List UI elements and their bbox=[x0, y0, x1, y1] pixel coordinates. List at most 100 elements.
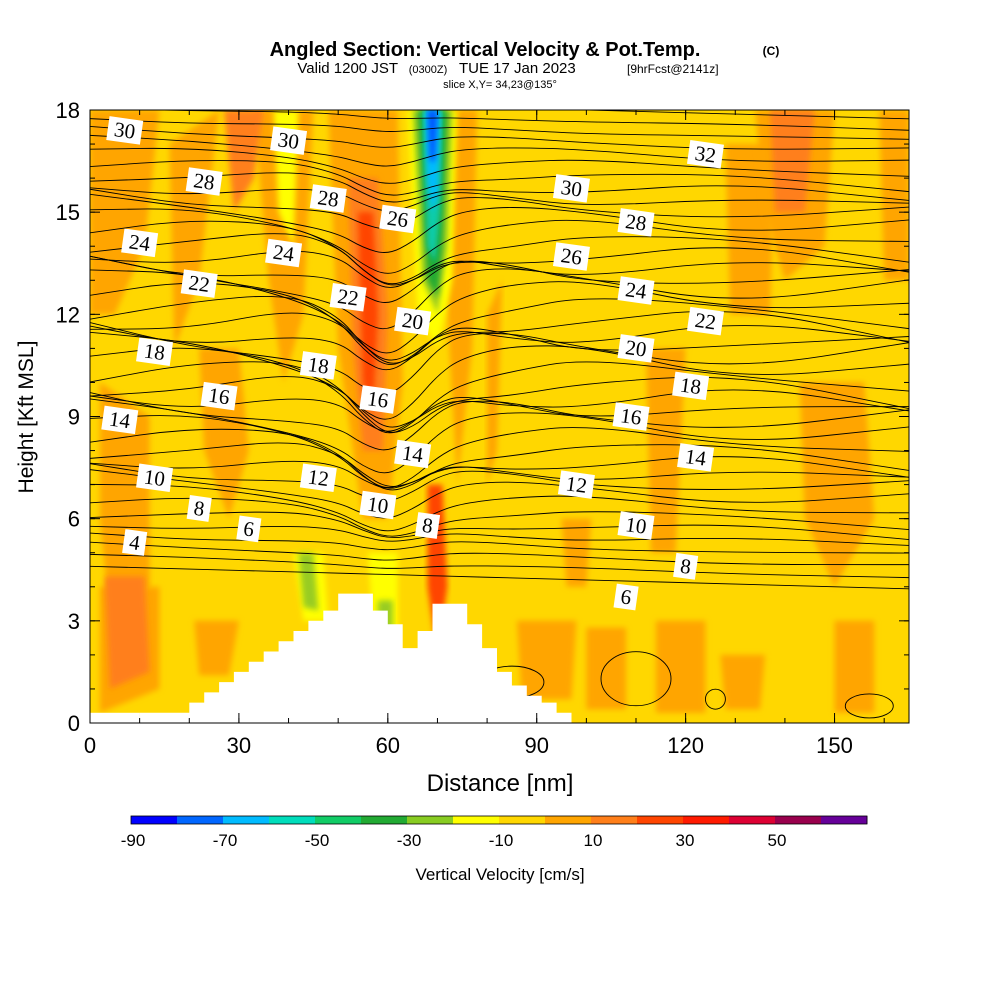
theta-contour bbox=[90, 532, 909, 554]
y-tick-label: 12 bbox=[56, 302, 80, 327]
chart-title: Angled Section: Vertical Velocity & Pot.… bbox=[270, 39, 701, 61]
contour-label-box bbox=[359, 385, 397, 414]
contour-label-box bbox=[265, 238, 303, 268]
theta-contour bbox=[704, 688, 726, 710]
colorbar-swatch bbox=[729, 816, 776, 824]
contour-label-box bbox=[677, 443, 715, 472]
colorbar-tick-label: 50 bbox=[768, 831, 787, 850]
contour-label-box bbox=[122, 529, 148, 556]
theta-contour bbox=[90, 428, 909, 491]
colorbar-tick-label: 30 bbox=[676, 831, 695, 850]
colorbar-swatch bbox=[591, 816, 638, 824]
theta-contour bbox=[90, 125, 909, 150]
colorbar-tick-label: 10 bbox=[584, 831, 603, 850]
velocity-region bbox=[879, 110, 909, 281]
colorbar-swatch bbox=[637, 816, 684, 824]
contour-label-box bbox=[617, 208, 655, 237]
contour-label-box bbox=[394, 306, 432, 336]
contour-label: 26 bbox=[559, 243, 583, 270]
theta-contour bbox=[90, 325, 909, 371]
theta-contour bbox=[90, 469, 909, 519]
theta-contour bbox=[90, 172, 909, 203]
copyright-mark: (C) bbox=[763, 44, 780, 58]
x-tick-label: 150 bbox=[816, 733, 853, 758]
contour-label-box bbox=[617, 511, 655, 540]
theta-contour bbox=[90, 376, 909, 428]
contour-label: 14 bbox=[683, 444, 708, 471]
contour-label-box bbox=[180, 269, 218, 298]
theta-contour bbox=[90, 511, 909, 540]
colorbar-swatch bbox=[269, 816, 316, 824]
contour-label: 6 bbox=[619, 584, 633, 609]
y-tick-label: 18 bbox=[56, 98, 80, 123]
contour-label-box bbox=[136, 337, 174, 367]
velocity-colorbar: -90 -70 -50 -30 -10 10 30 50 bbox=[121, 815, 868, 850]
colorbar-tick-label: -50 bbox=[305, 831, 330, 850]
theta-contour bbox=[90, 193, 909, 253]
valid-prefix: Valid 1200 JST bbox=[297, 60, 398, 77]
contour-label: 28 bbox=[192, 168, 216, 195]
contour-label: 18 bbox=[306, 352, 330, 379]
theta-contour bbox=[90, 442, 909, 487]
contour-label-box bbox=[557, 470, 595, 499]
contour-label: 10 bbox=[366, 492, 390, 519]
contour-label: 28 bbox=[624, 209, 648, 236]
valid-utc: (0300Z) bbox=[409, 64, 448, 76]
contour-labels: 30 30 32 28 28 30 26 28 24 24 26 22 22 24 20 22 18 20 18 18… bbox=[101, 116, 724, 611]
contour-label-box bbox=[136, 463, 174, 493]
contour-label-box bbox=[617, 276, 655, 305]
colorbar-swatch bbox=[499, 816, 546, 824]
theta-contour bbox=[90, 255, 909, 303]
colorbar-tick-label: -30 bbox=[397, 831, 422, 850]
contour-label: 8 bbox=[679, 554, 693, 579]
contour-label: 12 bbox=[564, 471, 588, 498]
contour-label: 4 bbox=[128, 530, 142, 555]
theta-contour bbox=[90, 118, 909, 140]
colorbar-swatch bbox=[545, 816, 592, 824]
colorbar-swatch bbox=[177, 816, 224, 824]
contour-label: 22 bbox=[693, 308, 717, 335]
chart-title-block: Angled Section: Vertical Velocity & Pot.… bbox=[270, 39, 780, 91]
colorbar-swatch bbox=[131, 816, 178, 824]
slice-info: slice X,Y= 34,23@135° bbox=[443, 79, 557, 91]
colorbar-swatch bbox=[361, 816, 408, 824]
velocity-region bbox=[645, 348, 686, 553]
theta-contour bbox=[90, 347, 909, 434]
theta-contour bbox=[90, 233, 909, 286]
contour-label: 30 bbox=[113, 117, 137, 144]
theta-contour bbox=[90, 187, 909, 212]
contour-label-box bbox=[673, 552, 699, 580]
contour-label: 30 bbox=[559, 175, 583, 202]
contour-label-box bbox=[200, 381, 238, 411]
y-tick-label: 0 bbox=[68, 711, 80, 736]
terrain bbox=[90, 593, 909, 723]
contour-label-box bbox=[379, 204, 417, 234]
theta-contour bbox=[600, 651, 672, 707]
theta-contour bbox=[90, 395, 909, 432]
contour-label-box bbox=[186, 495, 212, 522]
contour-label-box bbox=[299, 463, 337, 493]
colorbar-swatch bbox=[223, 816, 270, 824]
velocity-region bbox=[99, 382, 150, 621]
contour-label: 12 bbox=[306, 464, 330, 491]
colorbar-label: Vertical Velocity [cm/s] bbox=[415, 865, 584, 884]
colorbar-tick-label: -70 bbox=[213, 831, 238, 850]
contour-label-box bbox=[686, 140, 724, 169]
contour-label-box bbox=[270, 126, 308, 155]
colorbar-swatch bbox=[683, 816, 730, 824]
theta-contour bbox=[90, 312, 909, 361]
velocity-region bbox=[194, 620, 239, 676]
contour-label: 18 bbox=[679, 373, 703, 400]
contour-label: 24 bbox=[272, 240, 297, 267]
contour-label: 18 bbox=[142, 338, 166, 365]
theta-contour bbox=[90, 483, 909, 532]
theta-contour bbox=[90, 415, 909, 488]
velocity-region bbox=[561, 518, 592, 587]
contour-label-box bbox=[394, 439, 432, 469]
y-tick-label: 9 bbox=[68, 405, 80, 430]
theta-contour bbox=[90, 361, 909, 433]
forecast-stamp: [9hrFcst@2141z] bbox=[627, 62, 719, 76]
axes: 0 30 60 90 120 150 0 3 6 9 12 15 18 bbox=[56, 98, 909, 758]
